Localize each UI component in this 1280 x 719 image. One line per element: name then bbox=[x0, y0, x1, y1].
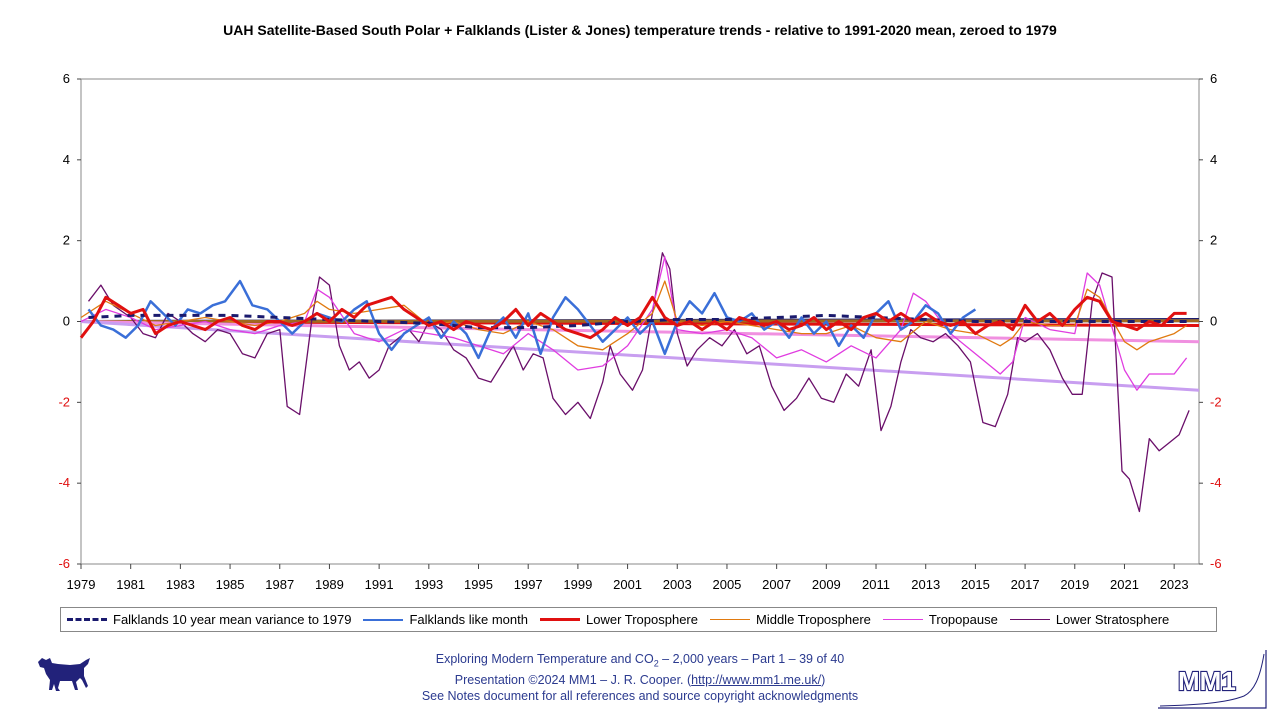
legend-swatch bbox=[363, 618, 404, 621]
y-tick-label-left: -4 bbox=[58, 475, 70, 490]
legend-swatch bbox=[539, 618, 580, 621]
y-tick-label-right: 6 bbox=[1210, 71, 1217, 86]
legend-item-lower-troposphere: Lower Troposphere bbox=[539, 612, 698, 627]
x-tick-label: 2023 bbox=[1160, 577, 1189, 592]
legend-label: Lower Stratosphere bbox=[1055, 612, 1170, 627]
x-tick-label: 1997 bbox=[514, 577, 543, 592]
chart-title: UAH Satellite-Based South Polar + Falkla… bbox=[223, 22, 1057, 38]
legend-swatch bbox=[710, 619, 750, 620]
x-tick-label: 1979 bbox=[67, 577, 96, 592]
y-tick-label-right: -6 bbox=[1210, 556, 1222, 571]
y-tick-label-left: 0 bbox=[63, 314, 70, 329]
dog-silhouette-icon bbox=[38, 658, 90, 691]
y-tick-label-right: 0 bbox=[1210, 314, 1217, 329]
y-tick-label-left: -6 bbox=[58, 556, 70, 571]
x-tick-label: 2007 bbox=[762, 577, 791, 592]
x-tick-label: 2005 bbox=[712, 577, 741, 592]
legend-swatch bbox=[67, 618, 107, 621]
x-tick-label: 2011 bbox=[862, 577, 890, 592]
y-tick-label-right: -2 bbox=[1210, 394, 1222, 409]
website-link[interactable]: http://www.mm1.me.uk/ bbox=[691, 672, 822, 687]
svg-text:MM1: MM1 bbox=[1178, 666, 1236, 696]
x-tick-label: 1993 bbox=[414, 577, 443, 592]
legend-item-falklands-like-month: Falklands like month bbox=[363, 612, 528, 627]
series-line-lower-troposphere bbox=[79, 295, 1187, 340]
legend-swatch bbox=[1009, 619, 1050, 620]
footer: Exploring Modern Temperature and CO2 – 2… bbox=[0, 651, 1280, 704]
footer-line-2: Presentation ©2024 MM1 – J. R. Cooper. (… bbox=[454, 672, 826, 687]
y-tick-label-left: 4 bbox=[63, 152, 70, 167]
y-tick-label-right: 4 bbox=[1210, 152, 1217, 167]
label-layer: 1979 1981 1983 1985 1987 1989 1991 1993 1995 1997… bbox=[58, 71, 1221, 592]
y-tick-label-right: 2 bbox=[1210, 233, 1217, 248]
legend-label: Falklands like month bbox=[409, 612, 528, 627]
legend-label: Middle Troposphere bbox=[756, 612, 871, 627]
x-tick-label: 2017 bbox=[1011, 577, 1040, 592]
x-tick-label: 2009 bbox=[812, 577, 841, 592]
x-tick-label: 2021 bbox=[1110, 577, 1139, 592]
legend-item-falklands-10-year-mean-variance-to-1979: Falklands 10 year mean variance to 1979 bbox=[67, 612, 351, 627]
footer-line-1: Exploring Modern Temperature and CO2 – 2… bbox=[435, 652, 845, 669]
legend: Falklands 10 year mean variance to 1979 F… bbox=[60, 607, 1217, 632]
y-tick-label-right: -4 bbox=[1210, 475, 1222, 490]
y-tick-label-left: 2 bbox=[63, 233, 70, 248]
series-line-falklands-like-month bbox=[87, 279, 977, 360]
series-layer bbox=[79, 252, 1190, 513]
legend-item-tropopause: Tropopause bbox=[882, 612, 998, 627]
footer-line-3: See Notes document for all references an… bbox=[421, 688, 859, 703]
y-tick-label-left: 6 bbox=[63, 71, 70, 86]
x-tick-label: 1999 bbox=[563, 577, 592, 592]
x-tick-label: 1991 bbox=[365, 577, 394, 592]
legend-label: Lower Troposphere bbox=[585, 612, 698, 627]
x-tick-label: 2019 bbox=[1060, 577, 1089, 592]
legend-label: Tropopause bbox=[928, 612, 998, 627]
x-tick-label: 1989 bbox=[315, 577, 344, 592]
x-tick-label: 2001 bbox=[613, 577, 642, 592]
x-tick-label: 1985 bbox=[216, 577, 245, 592]
legend-item-middle-troposphere: Middle Troposphere bbox=[710, 612, 871, 627]
x-tick-label: 2013 bbox=[911, 577, 940, 592]
y-tick-label-left: -2 bbox=[58, 394, 70, 409]
series-line-lower-stratosphere bbox=[87, 252, 1190, 513]
x-tick-label: 1983 bbox=[166, 577, 195, 592]
x-tick-label: 1987 bbox=[265, 577, 294, 592]
chart: 1979 1981 1983 1985 1987 1989 1991 1993 1995 1997… bbox=[58, 71, 1221, 592]
legend-label: Falklands 10 year mean variance to 1979 bbox=[113, 612, 352, 627]
x-tick-label: 1995 bbox=[464, 577, 493, 592]
legend-swatch bbox=[882, 619, 923, 620]
series-line-falklands-10-year-mean-variance-to-1979 bbox=[88, 313, 1187, 330]
legend-item-lower-stratosphere: Lower Stratosphere bbox=[1009, 612, 1170, 627]
x-tick-label: 2003 bbox=[663, 577, 692, 592]
x-tick-label: 1981 bbox=[116, 577, 145, 592]
mm1-logo: MM1 bbox=[1158, 650, 1267, 709]
x-tick-label: 2015 bbox=[961, 577, 990, 592]
